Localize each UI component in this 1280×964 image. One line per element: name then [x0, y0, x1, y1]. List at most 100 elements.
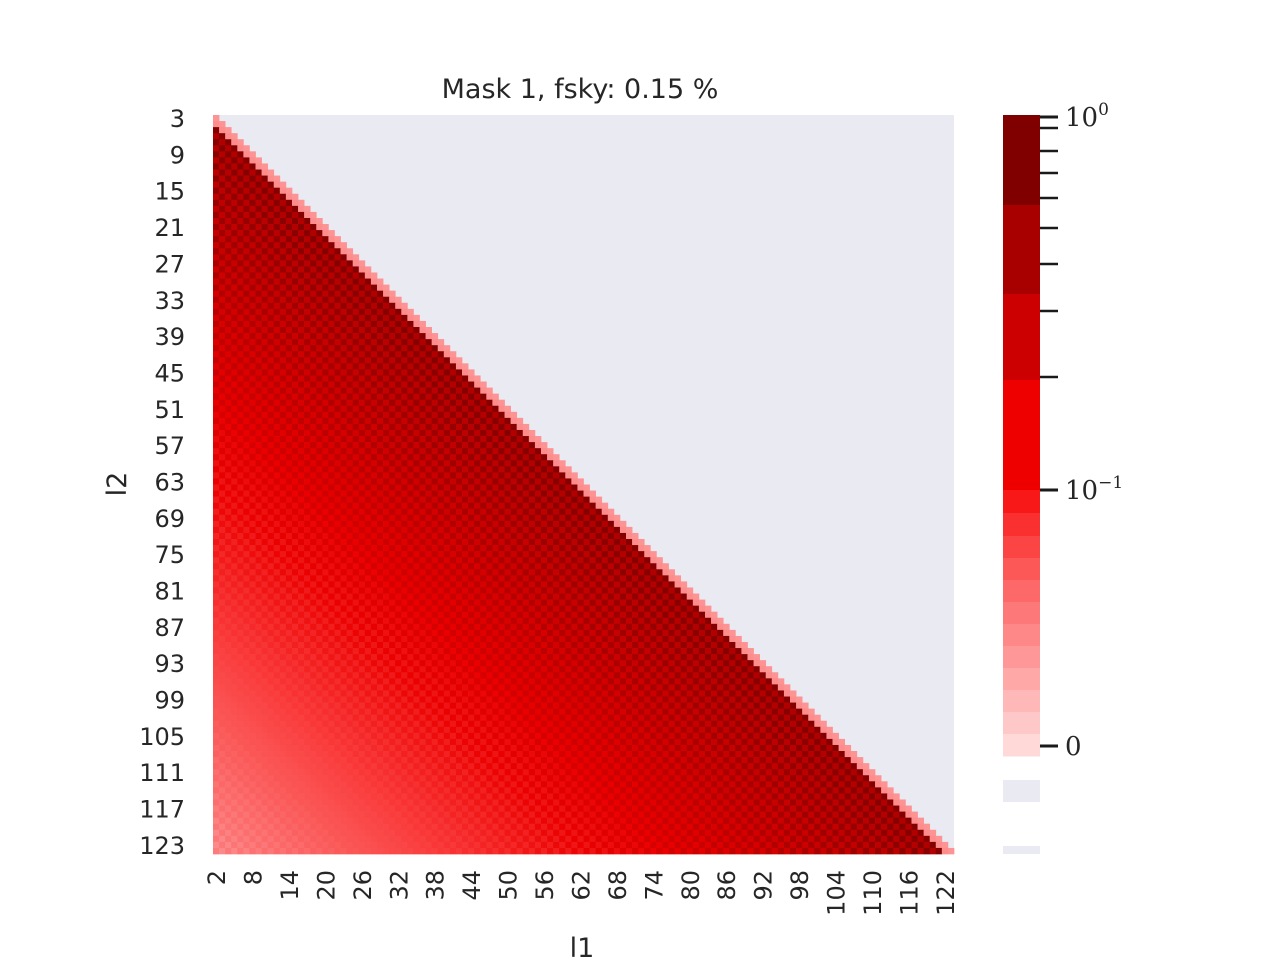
heatmap-cell [219, 575, 226, 582]
heatmap-cell [553, 545, 560, 552]
heatmap-cell [395, 508, 402, 516]
heatmap-cell [273, 448, 281, 455]
heatmap-cell [358, 290, 366, 298]
heatmap-cell [559, 690, 566, 697]
heatmap-cell [376, 345, 384, 352]
heatmap-cell [419, 393, 426, 401]
heatmap-cell [328, 623, 335, 631]
heatmap-cell [291, 466, 299, 473]
heatmap-cell [255, 429, 262, 437]
heatmap-cell [279, 181, 287, 189]
heatmap-cell [225, 460, 232, 467]
heatmap-cell [261, 314, 269, 322]
heatmap-cell [437, 666, 445, 673]
heatmap-cell [528, 581, 536, 588]
heatmap-cell [522, 563, 530, 570]
heatmap-cell [680, 696, 688, 703]
heatmap-cell [358, 393, 366, 401]
heatmap-cell [626, 563, 633, 570]
heatmap-cell [219, 327, 226, 334]
heatmap-cell [419, 339, 426, 346]
heatmap-cell [213, 320, 220, 328]
heatmap-cell [267, 224, 275, 231]
heatmap-cell [540, 581, 548, 588]
heatmap-cell [449, 690, 457, 697]
heatmap-cell [431, 678, 439, 685]
heatmap-cell [279, 551, 287, 558]
heatmap-cell [686, 641, 694, 649]
heatmap-cell [334, 702, 341, 709]
heatmap-cell [413, 539, 420, 546]
heatmap-cell [504, 496, 511, 504]
heatmap-cell [449, 423, 457, 431]
heatmap-cell [571, 496, 578, 504]
heatmap-cell [644, 575, 651, 582]
heatmap-cell [735, 666, 742, 673]
heatmap-cell [267, 290, 275, 298]
heatmap-cell [237, 708, 244, 716]
heatmap-cell [662, 587, 669, 594]
heatmap-cell [237, 545, 244, 552]
heatmap-cell [540, 545, 548, 552]
heatmap-cell [298, 429, 305, 437]
heatmap-cell [559, 508, 566, 516]
heatmap-cell [571, 593, 578, 600]
heatmap-cell [243, 641, 250, 649]
heatmap-cell [589, 532, 596, 540]
heatmap-cell [310, 308, 317, 316]
heatmap-cell [358, 478, 366, 485]
heatmap-cell [498, 551, 505, 558]
heatmap-cell [437, 466, 445, 473]
heatmap-cell [638, 666, 645, 673]
heatmap-cell [510, 496, 518, 504]
heatmap-cell [583, 702, 590, 709]
heatmap-cell [644, 605, 651, 613]
heatmap-cell [607, 660, 615, 667]
heatmap-cell [540, 696, 548, 703]
heatmap-cell [376, 599, 384, 606]
heatmap-cell [577, 514, 584, 522]
heatmap-cell [559, 532, 566, 540]
heatmap-cell [346, 381, 354, 388]
heatmap-cell [213, 181, 220, 189]
heatmap-cell [540, 526, 548, 534]
heatmap-cell [237, 429, 244, 437]
heatmap-cell [304, 363, 311, 370]
heatmap-cell [213, 629, 220, 637]
heatmap-cell [255, 708, 262, 716]
heatmap-cell [395, 381, 402, 388]
heatmap-cell [322, 502, 329, 510]
heatmap-cell [462, 684, 469, 691]
heatmap-cell [632, 702, 639, 709]
heatmap-cell [553, 641, 560, 649]
heatmap-cell [231, 169, 238, 176]
heatmap-cell [802, 708, 809, 716]
heatmap-cell [328, 629, 335, 637]
heatmap-cell [364, 320, 372, 328]
heatmap-cell [395, 672, 402, 679]
heatmap-cell [225, 175, 232, 182]
heatmap-cell [595, 629, 603, 637]
heatmap-cell [213, 345, 220, 352]
heatmap-cell [249, 496, 256, 504]
heatmap-cell [358, 381, 366, 388]
heatmap-cell [231, 508, 238, 516]
heatmap-cell [571, 702, 578, 709]
heatmap-cell [267, 320, 275, 328]
heatmap-cell [298, 526, 305, 534]
heatmap-cell [213, 381, 220, 388]
heatmap-cell [298, 690, 305, 697]
heatmap-cell [316, 290, 323, 298]
heatmap-cell [674, 617, 682, 625]
heatmap-cell [213, 593, 220, 600]
heatmap-cell [638, 545, 645, 552]
heatmap-cell [231, 496, 238, 504]
heatmap-cell [389, 532, 396, 540]
heatmap-cell [243, 654, 250, 661]
heatmap-cell [650, 623, 657, 631]
heatmap-cell [553, 660, 560, 667]
heatmap-cell [401, 442, 408, 449]
heatmap-cell [237, 236, 244, 243]
heatmap-cell [383, 666, 390, 673]
